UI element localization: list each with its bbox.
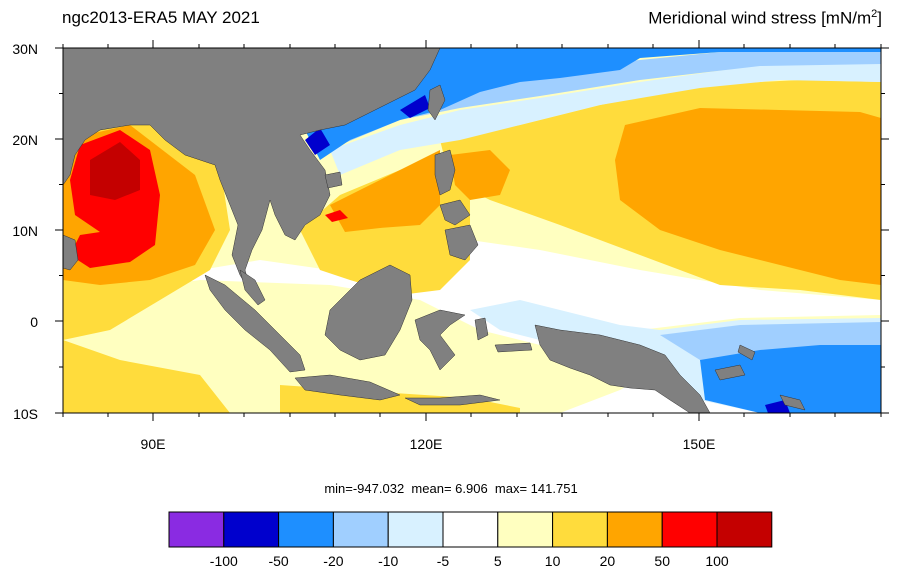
- colorbar-box: [606, 511, 663, 548]
- land-sunda: [404, 394, 501, 406]
- colorbar-tick-label: 100: [705, 553, 729, 569]
- colorbar-tick-label: 50: [654, 553, 670, 569]
- colorbar-tick-label: 10: [545, 553, 561, 569]
- stats-min: min=-947.032: [324, 481, 405, 496]
- stats-line: min=-947.032 mean= 6.906 max= 141.751: [0, 481, 902, 496]
- colorbar-tick-label: -20: [323, 553, 343, 569]
- yellow-zone-south: [63, 340, 230, 413]
- colorbar-box: [716, 511, 773, 548]
- colorbar-box: [497, 511, 554, 548]
- colorbar-box: [552, 511, 608, 548]
- land-malay: [239, 269, 266, 306]
- colorbar-tick-label: 5: [494, 553, 502, 569]
- colorbar-tick-label: -5: [437, 553, 450, 569]
- lon-label-90e: 90E: [141, 436, 166, 452]
- land-visayas: [439, 199, 471, 226]
- darkerblue-zone-north: [300, 48, 881, 160]
- navy-patch-south: [765, 400, 790, 413]
- lat-label-20n: 20N: [12, 132, 38, 148]
- colorbar-tick-label: -100: [210, 553, 238, 569]
- plot-title: ngc2013-ERA5 MAY 2021: [62, 8, 260, 27]
- navy-patch-north: [305, 128, 330, 155]
- lat-label-10s: 10S: [13, 406, 38, 422]
- land: [63, 48, 806, 413]
- colorbar-box: [332, 511, 389, 548]
- land-seram: [494, 342, 533, 353]
- lat-label-10n: 10N: [12, 223, 38, 239]
- land-maluku: [474, 317, 489, 341]
- land-new-ireland: [737, 344, 756, 361]
- stats-max: max= 141.751: [494, 481, 578, 496]
- lon-label-150e: 150E: [683, 436, 716, 452]
- colorbar-box: [442, 511, 499, 548]
- land-hainan: [324, 171, 343, 189]
- land-sumatra: [204, 274, 306, 373]
- darkred-zone-bay: [90, 142, 140, 200]
- colorbar-tick-label: 20: [600, 553, 616, 569]
- lightblue-zone-north: [330, 62, 881, 175]
- land-new-guinea: [534, 324, 711, 413]
- stats-mean: mean= 6.906: [411, 481, 488, 496]
- colorbar-box: [661, 511, 718, 548]
- axis-ticks: [55, 40, 889, 421]
- lat-label-0: 0: [30, 314, 38, 330]
- colorbar-tick-label: -10: [378, 553, 398, 569]
- land-luzon: [434, 149, 456, 196]
- land-solomons: [779, 394, 806, 411]
- land-borneo: [324, 264, 413, 361]
- lon-label-120e: 120E: [410, 436, 443, 452]
- colorbar-box: [278, 511, 334, 548]
- colorbar-box: [387, 511, 444, 548]
- land-new-britain: [714, 364, 746, 381]
- lat-label-30n: 30N: [12, 41, 38, 57]
- darkerblue-zone-south: [700, 345, 881, 413]
- land-taiwan: [427, 84, 446, 121]
- colorbar-box: [223, 511, 280, 548]
- land-asia-mainland: [63, 48, 441, 296]
- variable-title: Meridional wind stress [mN/m2]: [648, 8, 882, 28]
- land-india-tip: [63, 234, 79, 271]
- orange-zone-philippine: [450, 150, 510, 200]
- land-sulawesi: [414, 309, 466, 371]
- orange-zone-scs: [330, 150, 440, 232]
- orange-zone-pacific: [615, 108, 881, 285]
- colorbar-box: [168, 511, 225, 548]
- navy-patch-east-china: [400, 95, 430, 118]
- red-patch-scs: [325, 210, 348, 222]
- lightyellow-zone-south: [63, 280, 881, 413]
- wind-stress-map: 30N 20N 10N 0 10S 90E 120E 150E: [12, 40, 889, 452]
- land-java: [294, 374, 401, 401]
- colorbar-tick-label: -50: [268, 553, 288, 569]
- land-mindanao: [444, 224, 479, 261]
